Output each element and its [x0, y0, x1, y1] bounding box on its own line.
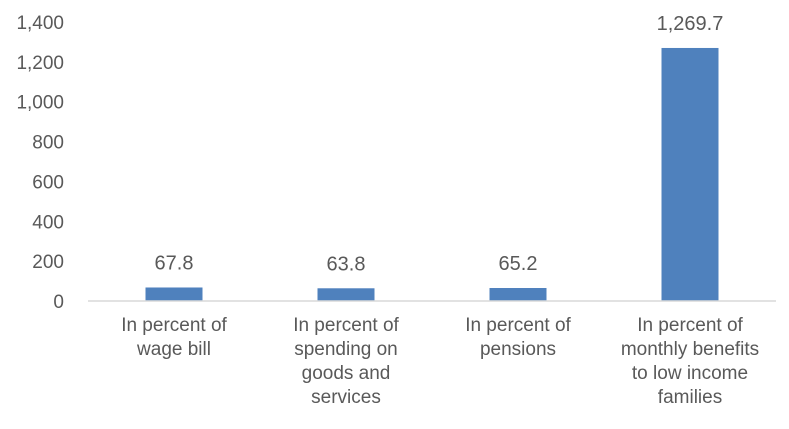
x-category-label-line: goods and [302, 363, 391, 384]
y-tick-label: 1,400 [16, 13, 64, 34]
y-axis: 0 200 400 600 800 1,000 1,200 1,400 [16, 13, 64, 313]
x-category-label: In percent of spending on goods and service… [293, 315, 399, 408]
y-tick-label: 1,200 [16, 53, 64, 74]
x-category-label-line: In percent of [637, 315, 743, 336]
x-category-label: In percent of pensions [465, 315, 571, 360]
y-tick-label: 0 [53, 292, 64, 313]
bar [661, 47, 719, 301]
x-category-label-line: families [658, 387, 722, 408]
bar-data-label: 1,269.7 [657, 13, 724, 35]
x-category-label-line: In percent of [465, 315, 571, 336]
bar-data-label: 63.8 [327, 253, 366, 275]
x-category-label-line: wage bill [136, 339, 211, 360]
y-tick-label: 400 [32, 212, 64, 233]
y-tick-label: 600 [32, 172, 64, 193]
bar-series [145, 47, 719, 301]
x-axis: In percent of wage bill In percent of spend… [121, 315, 759, 408]
x-category-label-line: services [311, 387, 381, 408]
bar-data-label: 67.8 [155, 252, 194, 274]
x-category-label-line: to low income [632, 363, 748, 384]
y-tick-label: 1,000 [16, 93, 64, 114]
bar-data-label: 65.2 [499, 253, 538, 275]
x-category-label: In percent of wage bill [121, 315, 227, 360]
x-category-label-line: In percent of [121, 315, 227, 336]
x-category-label-line: pensions [480, 339, 556, 360]
bar [145, 287, 203, 301]
y-tick-label: 200 [32, 252, 64, 273]
x-category-label: In percent of monthly benefits to low inco… [621, 315, 759, 408]
data-labels: 67.8 63.8 65.2 1,269.7 [155, 13, 724, 275]
x-category-label-line: monthly benefits [621, 339, 759, 360]
x-category-label-line: spending on [294, 339, 398, 360]
bar [317, 288, 375, 301]
x-category-label-line: In percent of [293, 315, 399, 336]
bar [489, 288, 547, 301]
y-tick-label: 800 [32, 133, 64, 154]
